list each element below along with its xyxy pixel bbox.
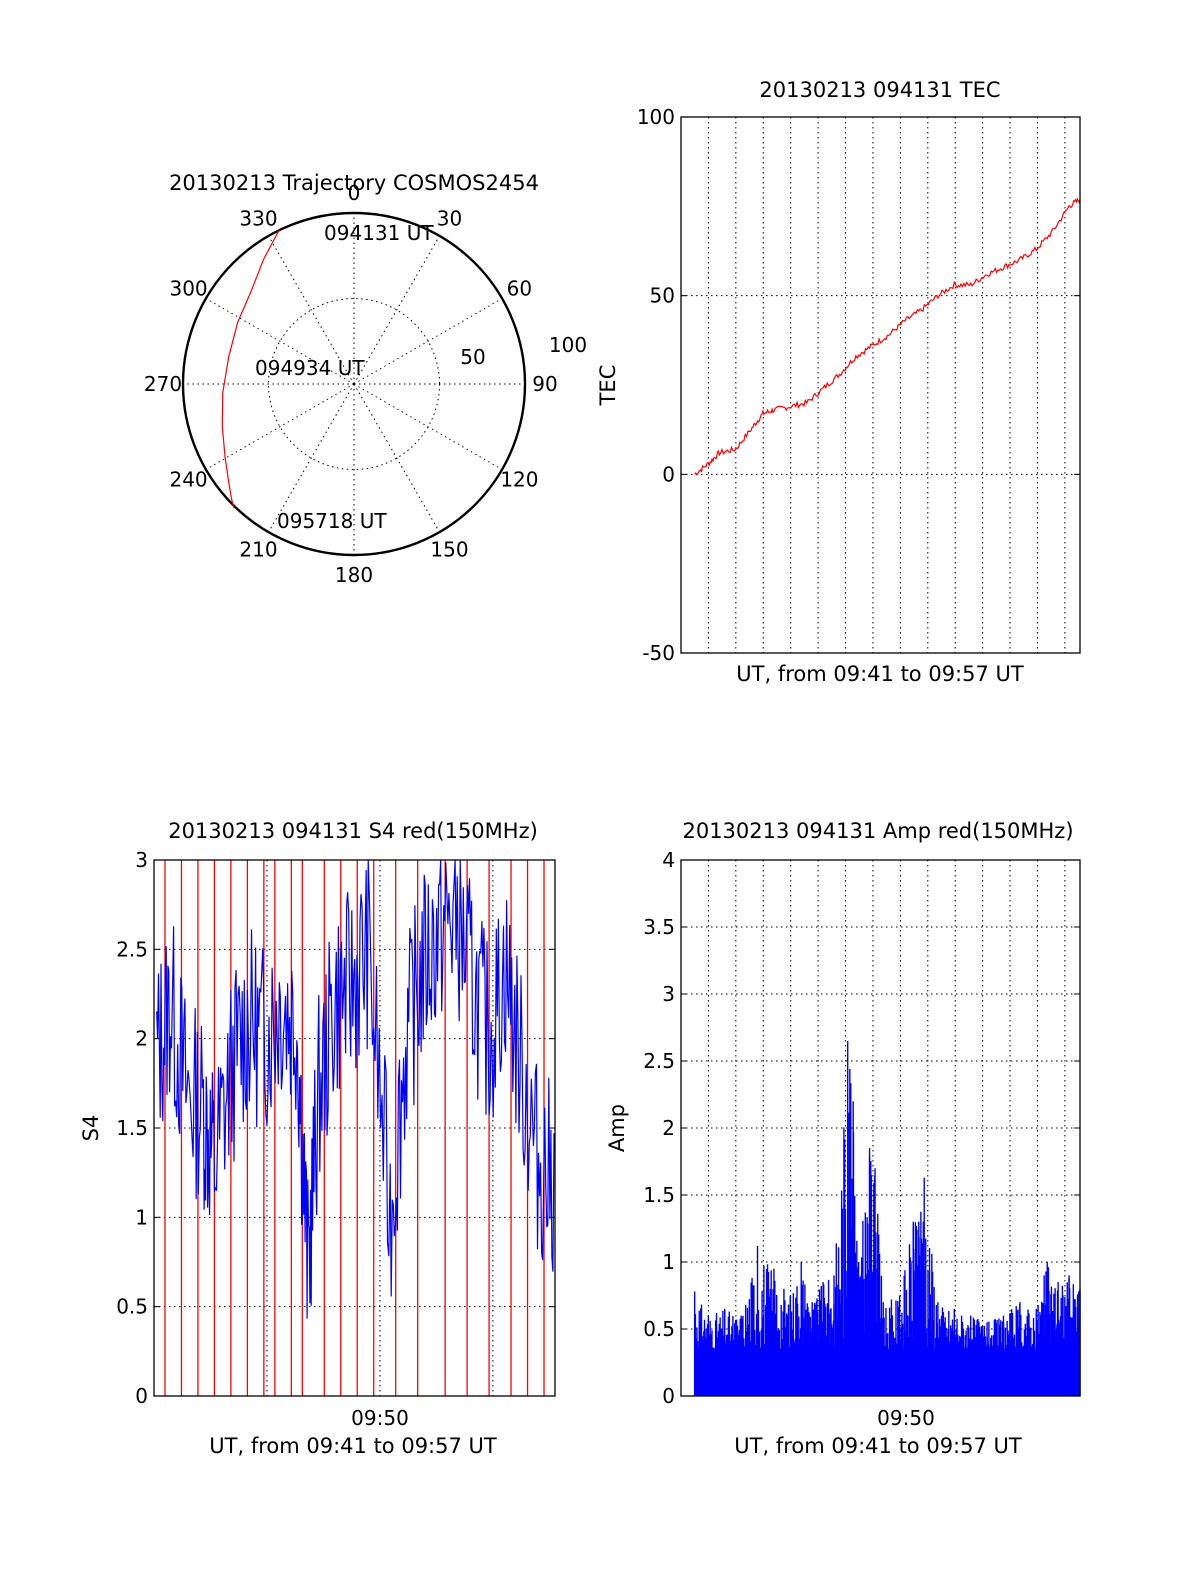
amp-plot-frame	[680, 859, 1081, 1397]
y-tick-label: 3	[662, 982, 675, 1006]
s4-panel: 20130213 094131 S4 red(150MHz) 0 0.5 1 1.5 2…	[79, 819, 556, 1458]
tec-plot-frame	[680, 116, 1081, 654]
polar-spoke	[268, 235, 355, 385]
s4-blue-series-line	[156, 859, 555, 1319]
azimuth-label-210: 210	[239, 537, 277, 561]
polar-spoke	[353, 383, 503, 470]
amp-title: 20130213 094131 Amp red(150MHz)	[682, 819, 1073, 843]
y-tick-label: 0	[662, 462, 675, 486]
azimuth-label-180: 180	[335, 563, 373, 587]
s4-y-label: S4	[79, 1115, 103, 1142]
polar-spoke	[353, 298, 503, 385]
s4-x-tick-0950: 09:50	[351, 1406, 409, 1430]
y-tick-label: 1	[135, 1205, 148, 1229]
y-tick-label: 2	[135, 1027, 148, 1051]
trajectory-panel: 20130213 Trajectory COSMOS2454 0 30 60 90 12…	[144, 171, 587, 587]
y-tick-label: 0.5	[116, 1295, 148, 1319]
polar-grid	[181, 211, 527, 557]
y-tick-label: 0.5	[643, 1317, 675, 1341]
y-tick-label: 1.5	[116, 1116, 148, 1140]
amp-x-tick-0950: 09:50	[877, 1406, 935, 1430]
y-tick-label: 0	[662, 1384, 675, 1408]
tec-panel: 20130213 094131 TEC -50 0 50 100 TEC UT, fr…	[596, 78, 1081, 686]
azimuth-label-0: 0	[348, 181, 361, 205]
y-tick-label: 4	[662, 848, 675, 872]
polar-spoke	[205, 383, 355, 470]
trajectory-track	[221, 230, 280, 509]
s4-y-ticks: 0 0.5 1 1.5 2 2.5 3	[116, 848, 148, 1408]
amp-base-fill	[694, 1349, 1080, 1396]
y-tick-label: 3	[135, 848, 148, 872]
time-label-end: 095718 UT	[277, 509, 387, 533]
tec-y-ticks: -50 0 50 100	[637, 105, 675, 665]
y-tick-label: 2.5	[116, 937, 148, 961]
polar-spoke	[205, 298, 355, 385]
amp-panel: 20130213 094131 Amp red(150MHz) 0 0.5 1 1.5…	[605, 819, 1081, 1458]
time-label-mid: 094934 UT	[255, 356, 365, 380]
azimuth-label-300: 300	[169, 277, 207, 301]
y-tick-label: 2.5	[643, 1049, 675, 1073]
polar-azimuth-labels: 0 30 60 90 120 150 180 210 240 270 300 330	[144, 181, 558, 587]
y-tick-label: -50	[642, 641, 675, 665]
s4-x-label: UT, from 09:41 to 09:57 UT	[209, 1434, 497, 1458]
polar-spoke	[268, 383, 355, 533]
azimuth-label-90: 90	[532, 372, 557, 396]
tec-x-label: UT, from 09:41 to 09:57 UT	[736, 662, 1024, 686]
amp-bars	[693, 1040, 1081, 1396]
azimuth-label-270: 270	[144, 372, 182, 396]
amp-y-label: Amp	[605, 1104, 629, 1152]
polar-spoke	[353, 383, 440, 533]
y-tick-label: 100	[637, 105, 675, 129]
azimuth-label-60: 60	[507, 277, 532, 301]
y-tick-label: 1.5	[643, 1183, 675, 1207]
radial-label-100: 100	[549, 333, 587, 357]
trajectory-title: 20130213 Trajectory COSMOS2454	[169, 171, 539, 195]
azimuth-label-330: 330	[239, 207, 277, 231]
time-label-start: 094131 UT	[324, 221, 434, 245]
tec-y-label: TEC	[596, 365, 620, 407]
tec-series-line	[694, 197, 1081, 476]
y-tick-label: 0	[135, 1384, 148, 1408]
azimuth-label-120: 120	[500, 468, 538, 492]
polar-spoke	[353, 235, 440, 385]
radial-label-50: 50	[460, 345, 485, 369]
y-tick-label: 2	[662, 1116, 675, 1140]
amp-y-ticks: 0 0.5 1 1.5 2 2.5 3 3.5 4	[643, 848, 675, 1408]
y-tick-label: 1	[662, 1250, 675, 1274]
tec-grid	[681, 116, 1080, 654]
tec-title: 20130213 094131 TEC	[759, 78, 1000, 102]
azimuth-label-30: 30	[437, 207, 462, 231]
azimuth-label-240: 240	[169, 468, 207, 492]
amp-x-label: UT, from 09:41 to 09:57 UT	[734, 1434, 1022, 1458]
s4-plot-frame	[153, 859, 556, 1397]
y-tick-label: 3.5	[643, 915, 675, 939]
y-tick-label: 50	[650, 284, 675, 308]
s4-title: 20130213 094131 S4 red(150MHz)	[168, 819, 538, 843]
azimuth-label-150: 150	[430, 537, 468, 561]
s4-grid	[154, 859, 555, 1397]
